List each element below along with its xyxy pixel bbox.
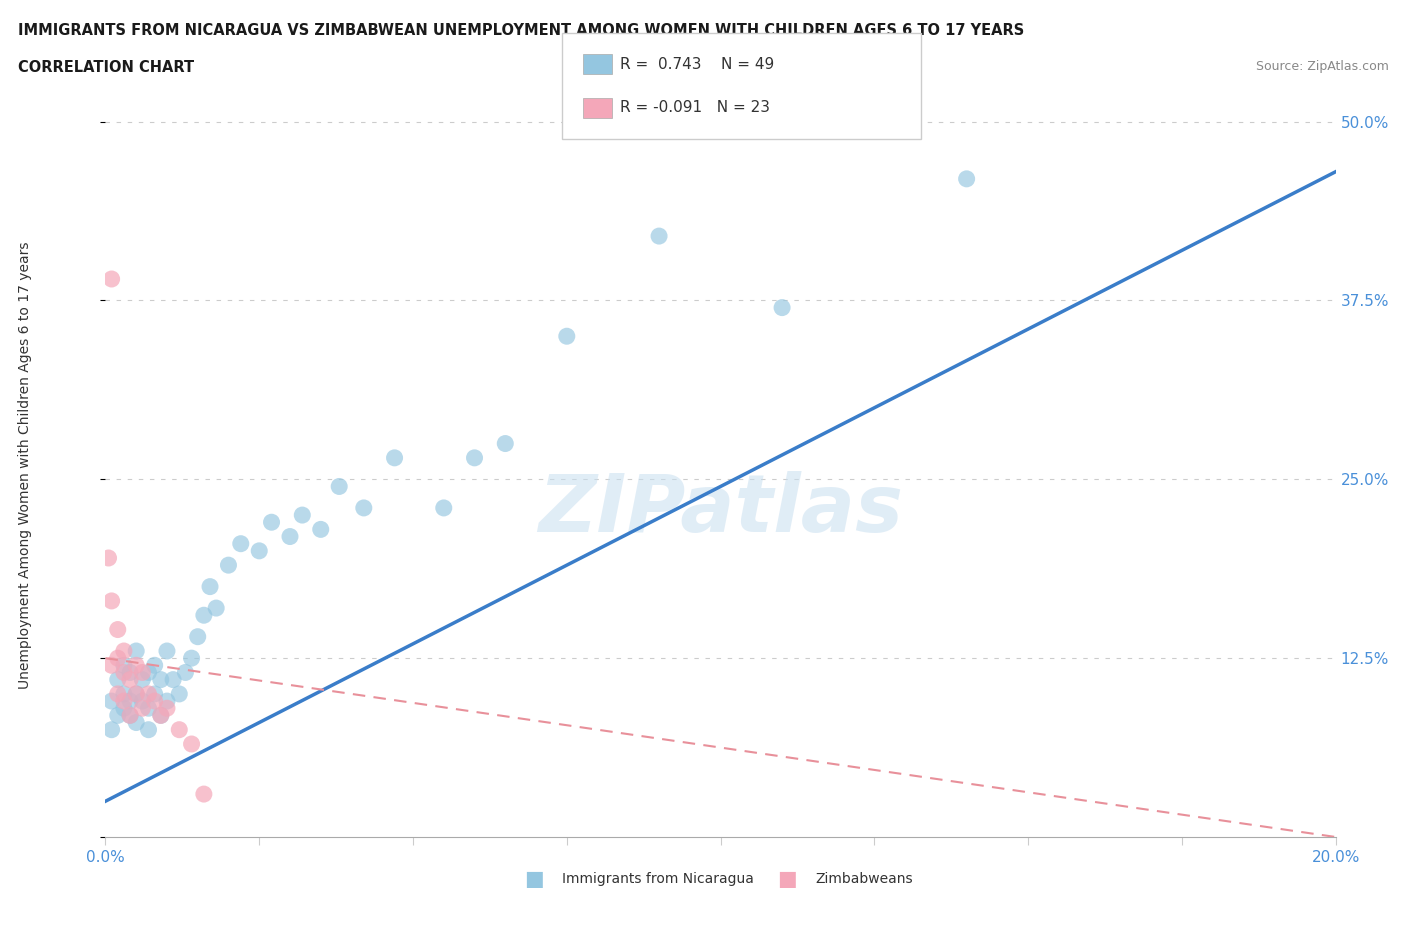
Point xyxy=(125,686,148,701)
Point xyxy=(138,723,160,737)
Point xyxy=(100,658,122,672)
Point xyxy=(143,658,166,672)
Point xyxy=(107,672,129,687)
Point xyxy=(193,608,215,623)
Point xyxy=(156,644,179,658)
Text: ■: ■ xyxy=(524,869,544,889)
Point xyxy=(433,500,456,515)
Point xyxy=(125,658,148,672)
Point xyxy=(107,651,129,666)
Text: Source: ZipAtlas.com: Source: ZipAtlas.com xyxy=(1256,60,1389,73)
Point xyxy=(125,644,148,658)
Text: ZIPatlas: ZIPatlas xyxy=(538,471,903,549)
Point xyxy=(174,665,197,680)
Point xyxy=(138,701,160,716)
Point xyxy=(162,672,184,687)
Point xyxy=(120,708,141,723)
Point xyxy=(291,508,314,523)
Point xyxy=(100,593,122,608)
Point xyxy=(131,701,153,716)
Point xyxy=(120,672,141,687)
Text: Immigrants from Nicaragua: Immigrants from Nicaragua xyxy=(562,871,754,886)
Point xyxy=(555,329,578,344)
Point xyxy=(107,708,129,723)
Point xyxy=(260,515,283,530)
Point xyxy=(112,686,135,701)
Point xyxy=(247,543,270,558)
Point xyxy=(193,787,215,802)
Point xyxy=(464,450,486,465)
Point xyxy=(120,665,141,680)
Point xyxy=(205,601,228,616)
Point xyxy=(112,701,135,716)
Point xyxy=(149,708,172,723)
Point xyxy=(169,723,191,737)
Point xyxy=(648,229,671,244)
Point xyxy=(120,694,141,709)
Point xyxy=(120,708,141,723)
Point xyxy=(156,701,179,716)
Text: R =  0.743    N = 49: R = 0.743 N = 49 xyxy=(620,57,775,72)
Point xyxy=(112,644,135,658)
Text: R = -0.091   N = 23: R = -0.091 N = 23 xyxy=(620,100,770,115)
Text: Unemployment Among Women with Children Ages 6 to 17 years: Unemployment Among Women with Children A… xyxy=(18,241,32,689)
Text: ■: ■ xyxy=(778,869,797,889)
Point xyxy=(112,665,135,680)
Point xyxy=(125,715,148,730)
Point xyxy=(131,694,153,709)
Point xyxy=(112,658,135,672)
Point xyxy=(180,651,202,666)
Point xyxy=(100,694,122,709)
Point xyxy=(107,686,129,701)
Point xyxy=(97,551,120,565)
Point xyxy=(149,708,172,723)
Point xyxy=(100,272,122,286)
Point xyxy=(100,723,122,737)
Point xyxy=(107,622,129,637)
Point xyxy=(131,665,153,680)
Point xyxy=(278,529,301,544)
Text: IMMIGRANTS FROM NICARAGUA VS ZIMBABWEAN UNEMPLOYMENT AMONG WOMEN WITH CHILDREN A: IMMIGRANTS FROM NICARAGUA VS ZIMBABWEAN … xyxy=(18,23,1025,38)
Point xyxy=(218,558,240,573)
Point xyxy=(353,500,375,515)
Point xyxy=(138,686,160,701)
Point xyxy=(138,665,160,680)
Point xyxy=(229,537,252,551)
Point xyxy=(180,737,202,751)
Point xyxy=(956,171,979,186)
Point xyxy=(149,672,172,687)
Point xyxy=(125,686,148,701)
Point xyxy=(384,450,406,465)
Text: Zimbabweans: Zimbabweans xyxy=(815,871,912,886)
Point xyxy=(112,694,135,709)
Point xyxy=(156,694,179,709)
Point xyxy=(328,479,350,494)
Point xyxy=(198,579,221,594)
Point xyxy=(309,522,332,537)
Point xyxy=(143,694,166,709)
Point xyxy=(143,686,166,701)
Point xyxy=(169,686,191,701)
Point xyxy=(770,300,793,315)
Point xyxy=(187,630,209,644)
Text: CORRELATION CHART: CORRELATION CHART xyxy=(18,60,194,75)
Point xyxy=(494,436,516,451)
Point xyxy=(131,672,153,687)
